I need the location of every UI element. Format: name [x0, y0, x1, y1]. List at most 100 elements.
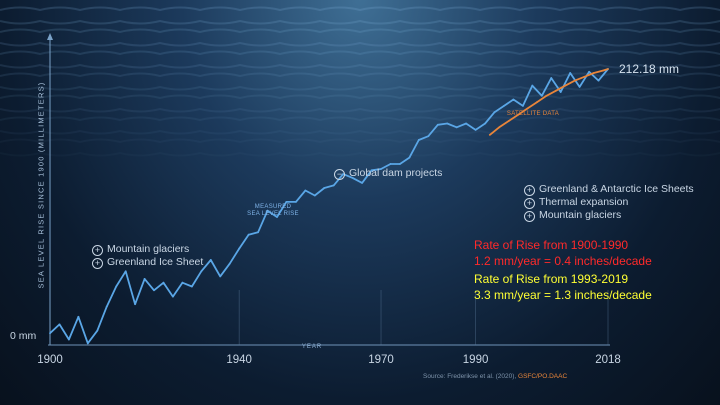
measured-point-1990	[474, 128, 477, 131]
measured-point-1992	[484, 122, 486, 125]
measured-point-1912	[105, 305, 108, 308]
satellite-point-2013	[583, 75, 586, 78]
measured-point-2014	[588, 70, 590, 73]
ripple-line	[0, 6, 720, 12]
satellite-point-2003	[536, 101, 538, 103]
measured-point-1940	[238, 247, 241, 250]
measured-point-2010	[569, 72, 572, 74]
measured-point-2012	[578, 86, 581, 88]
ripple-line	[0, 153, 720, 156]
measured-point-1956	[313, 194, 316, 197]
measured-point-1946	[266, 209, 269, 212]
measured-point-1910	[96, 329, 99, 332]
ripple-line	[0, 107, 720, 113]
ripple-line	[0, 138, 720, 144]
measured-point-1926	[172, 295, 174, 298]
ripple-line	[0, 72, 720, 78]
measured-point-2004	[540, 94, 543, 97]
satellite-point-1995	[498, 126, 501, 129]
annotation-late: + Greenland & Antarctic Ice Sheets + Therm…	[524, 183, 694, 222]
x-tick-1940: 1940	[226, 354, 252, 366]
ripple-line	[0, 28, 720, 34]
plus-circle-icon: +	[524, 211, 535, 222]
measured-point-1942	[247, 233, 250, 236]
measured-point-2006	[550, 77, 553, 79]
satellite-point-2018	[607, 68, 609, 70]
minus-circle-icon: −	[334, 169, 345, 180]
satellite-point-1999	[517, 113, 520, 116]
rate-value: 3.3 mm/year = 1.3 inches/decade	[474, 288, 652, 302]
measured-point-1986	[455, 126, 458, 129]
measured-point-1952	[294, 200, 297, 203]
measured-point-1984	[446, 122, 449, 125]
measured-point-1972	[389, 163, 392, 165]
measured-point-1974	[399, 163, 401, 165]
annotation-text: Global dam projects	[349, 167, 443, 179]
plus-circle-icon: +	[92, 245, 103, 256]
ripple-line	[0, 19, 720, 25]
measured-point-1944	[257, 231, 259, 234]
measured-point-1994	[493, 111, 496, 114]
measured-point-1982	[436, 123, 439, 126]
measured-point-1988	[465, 122, 468, 125]
measured-point-1938	[228, 262, 231, 265]
rate-value: 1.2 mm/year = 0.4 inches/decade	[474, 254, 652, 268]
y-zero-tick-label: 0 mm	[10, 330, 37, 342]
x-tick-1990: 1990	[463, 354, 489, 366]
measured-point-1916	[124, 270, 127, 273]
measured-point-1936	[219, 275, 222, 278]
annotation-text: Mountain glaciers	[539, 209, 622, 221]
x-tick-1970: 1970	[368, 354, 394, 366]
source-text: Source: Frederikse et al. (2020),	[423, 373, 517, 380]
measured-point-1996	[503, 104, 505, 107]
annotation-late-item: + Mountain glaciers	[524, 209, 694, 222]
annotation-early-item: + Greenland Ice Sheet	[92, 256, 203, 269]
measured-point-1998	[512, 98, 515, 101]
ripple-line	[0, 63, 720, 69]
measured-series-line	[49, 68, 609, 345]
measured-point-1902	[58, 323, 61, 326]
x-tick-2018: 2018	[595, 354, 621, 366]
plus-circle-icon: +	[524, 198, 535, 209]
annotation-text: Thermal expansion	[539, 196, 629, 208]
measured-point-1964	[351, 176, 354, 179]
plus-circle-icon: +	[524, 185, 535, 196]
measured-point-1968	[370, 169, 373, 172]
measured-point-1970	[380, 168, 382, 170]
source-highlight: GSFC/PO.DAAC	[518, 373, 568, 380]
measured-point-1918	[134, 303, 137, 306]
measured-point-2000	[521, 104, 524, 107]
source-credit: Source: Frederikse et al. (2020), GSFC/P…	[423, 373, 567, 380]
measured-point-1914	[115, 285, 118, 288]
measured-point-2002	[531, 84, 534, 87]
measured-point-2008	[559, 91, 562, 93]
ripple-line	[0, 116, 720, 122]
satellite-series-line	[489, 68, 609, 136]
annotation-text: Greenland & Antarctic Ice Sheets	[539, 183, 694, 195]
satellite-point-1993	[488, 134, 491, 136]
measured-point-1954	[304, 189, 307, 192]
annotation-early: + Mountain glaciers + Greenland Ice Sheet	[92, 243, 203, 269]
x-axis-label: YEAR	[302, 344, 322, 350]
annotation-dams: − Global dam projects	[334, 167, 442, 180]
rate-title: Rate of Rise from 1993-2019	[474, 272, 629, 286]
annotation-early-item: + Mountain glaciers	[92, 243, 203, 256]
satellite-point-2011	[573, 79, 576, 82]
measured-point-1930	[190, 285, 193, 288]
rate-box-1900-1990: Rate of Rise from 1900-1990 1.2 mm/year …	[474, 237, 652, 269]
ripple-line	[0, 129, 720, 135]
measured-point-1960	[332, 184, 335, 187]
measured-point-1900	[49, 332, 51, 335]
annotation-late-item: + Thermal expansion	[524, 196, 694, 209]
water-ripples	[0, 6, 720, 156]
satellite-point-2015	[592, 72, 595, 74]
y-axis-label: SEA LEVEL RISE SINCE 1900 (MILLIMETERS)	[36, 81, 46, 289]
plus-circle-icon: +	[92, 258, 103, 269]
ripple-line	[0, 41, 720, 47]
satellite-series-caption: SATELLITE DATA	[506, 111, 560, 117]
year-gridlines	[238, 290, 609, 345]
measured-point-1958	[323, 187, 326, 189]
measured-caption-line-2: SEA LEVEL RISE	[247, 211, 299, 217]
rate-box-1993-2019: Rate of Rise from 1993-2019 3.3 mm/year …	[474, 271, 652, 303]
